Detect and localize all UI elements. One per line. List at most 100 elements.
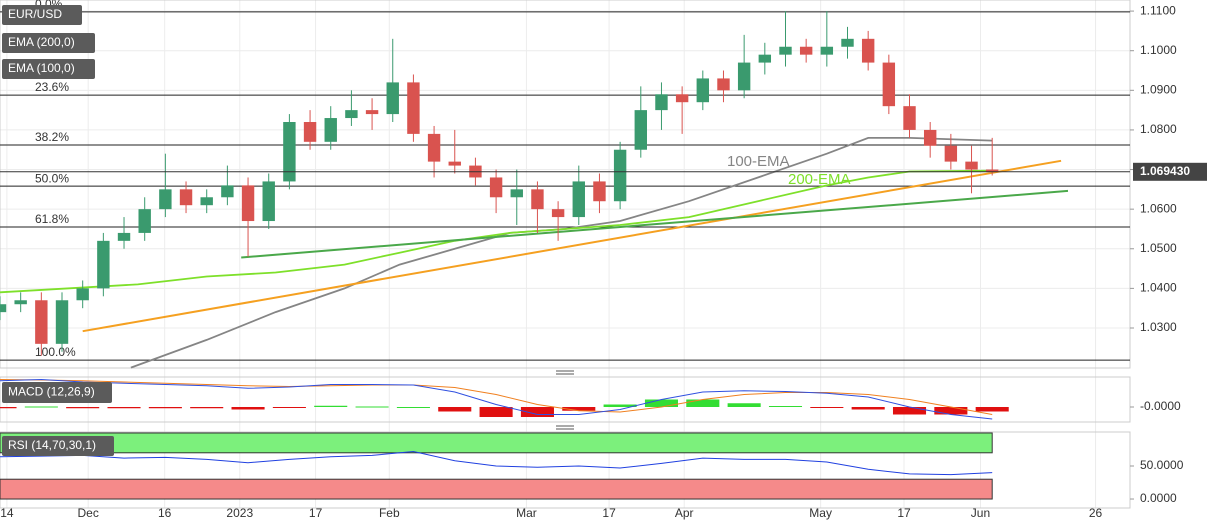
- candle-body: [965, 161, 978, 170]
- x-tick-label: 14: [0, 506, 14, 520]
- last-price-label: 1.069430: [1140, 164, 1190, 178]
- candle-body: [262, 181, 275, 222]
- histogram-bar: [438, 407, 472, 412]
- label-box[interactable]: [2, 5, 82, 25]
- candle-body: [97, 240, 110, 289]
- histogram-bar: [603, 404, 637, 407]
- histogram-bar: [24, 406, 58, 408]
- panel-separator[interactable]: [556, 370, 574, 430]
- candle-body: [55, 300, 69, 344]
- histogram-bar: [892, 407, 927, 415]
- x-tick-label: Dec: [78, 506, 99, 520]
- candle-body: [510, 189, 523, 198]
- trendline: [82, 159, 1062, 333]
- candle-body: [923, 129, 937, 146]
- candle-body: [613, 149, 627, 202]
- candle-body: [14, 300, 27, 305]
- macd-panel: [0, 376, 1131, 423]
- histogram-bar: [314, 405, 348, 407]
- label-text[interactable]: EMA (100,0): [8, 61, 75, 75]
- candle-body: [593, 181, 606, 202]
- histogram-bar: [562, 407, 596, 411]
- histogram-bar: [768, 406, 803, 407]
- candle-body: [179, 189, 193, 206]
- candle-body: [117, 232, 131, 241]
- ema-annotation: 200-EMA: [788, 171, 851, 188]
- candle-body: [779, 46, 792, 55]
- histogram-bar: [727, 403, 761, 407]
- trendline: [241, 189, 1069, 259]
- x-tick-label: Feb: [379, 506, 400, 520]
- histogram-bar: [851, 407, 885, 410]
- label-box[interactable]: [2, 382, 112, 403]
- histogram-bar: [644, 399, 678, 407]
- x-tick-label: Mar: [516, 506, 537, 520]
- histogram-bar: [355, 406, 389, 408]
- histogram-bar: [975, 407, 1009, 412]
- rsi-line: [0, 450, 993, 476]
- label-text[interactable]: RSI (14,70,30,1): [8, 438, 96, 452]
- candle-body: [882, 62, 896, 107]
- label-box[interactable]: [2, 33, 95, 53]
- histogram-bar: [686, 399, 720, 407]
- histogram-bar: [231, 407, 265, 410]
- fib-label: 50.0%: [35, 171, 69, 185]
- candle-body: [386, 82, 399, 115]
- candle-body: [407, 82, 420, 134]
- candle-body: [944, 145, 958, 162]
- candle-body: [985, 169, 999, 172]
- label-box[interactable]: [2, 436, 114, 456]
- candle-body: [345, 110, 358, 119]
- candle-body: [448, 161, 461, 166]
- label-text[interactable]: MACD (12,26,9): [8, 385, 95, 399]
- candle-body: [283, 122, 296, 182]
- candle-body: [221, 185, 234, 198]
- x-tick-label: Jun: [971, 506, 990, 520]
- candle-body: [303, 122, 317, 142]
- candle-body: [861, 38, 875, 63]
- candle-body: [655, 94, 668, 111]
- x-tick-label: 17: [602, 506, 616, 520]
- candle-body: [35, 300, 48, 344]
- histogram-bar: [396, 407, 430, 408]
- macd-line: [0, 378, 993, 420]
- candle-body: [489, 177, 503, 198]
- x-tick-label: May: [809, 506, 832, 520]
- candle-body: [758, 54, 772, 63]
- x-tick-label: 26: [1089, 506, 1103, 520]
- signal-line: [0, 379, 993, 415]
- y-tick-label: 1.1000: [1140, 43, 1177, 57]
- y-tick-label: 0.0000: [1140, 491, 1177, 505]
- label-text[interactable]: EUR/USD: [8, 7, 62, 21]
- histogram-bar: [272, 407, 306, 408]
- label-text[interactable]: EMA (200,0): [8, 35, 75, 49]
- histogram-bar: [520, 407, 554, 417]
- candle-body: [365, 110, 379, 115]
- histogram-bar: [810, 407, 844, 408]
- candle-body: [531, 189, 544, 210]
- histogram-bar: [479, 407, 513, 417]
- histogram-bar: [107, 407, 141, 409]
- candle-body: [200, 197, 213, 206]
- candle-body: [241, 185, 255, 222]
- candle-body: [634, 110, 647, 150]
- fib-label: 61.8%: [35, 212, 69, 226]
- candle-body: [138, 209, 151, 233]
- x-tick-label: 17: [309, 506, 323, 520]
- x-tick-label: 16: [158, 506, 172, 520]
- y-tick-label: 1.1100: [1140, 3, 1176, 17]
- candle-body: [903, 106, 916, 130]
- candle-body: [737, 62, 751, 91]
- candle-body: [427, 133, 441, 162]
- candle-body: [76, 288, 89, 301]
- label-box[interactable]: [2, 59, 95, 79]
- y-tick-label: 1.0500: [1140, 241, 1177, 255]
- fib-label: 100.0%: [35, 345, 76, 359]
- histogram-bar: [934, 407, 968, 415]
- histogram-bar: [190, 407, 224, 409]
- candle-body: [551, 209, 565, 218]
- main-panel: [0, 0, 1131, 369]
- y-tick-label: 1.0400: [1140, 281, 1177, 295]
